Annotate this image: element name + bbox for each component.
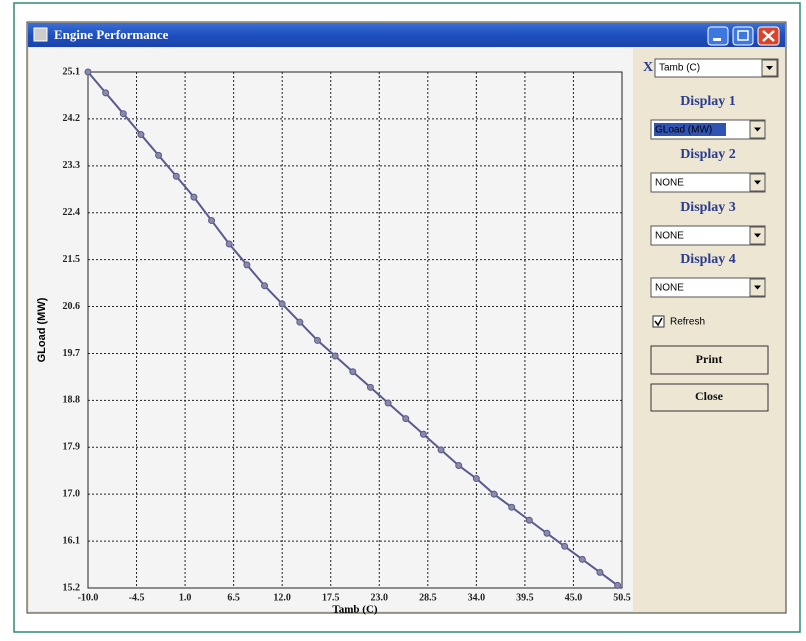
x-tick-label: 12.0 [273,592,291,603]
data-point [525,516,533,524]
y-tick-label: 19.7 [63,348,81,359]
x-tick-label: 45.0 [565,592,583,603]
maximize-button[interactable] [732,26,754,46]
display-label: Display 2 [680,147,736,162]
title-bar [28,23,785,47]
display-label: Display 4 [680,252,736,267]
selection-highlight [654,123,726,136]
x-tick-label: 28.5 [419,592,437,603]
data-point [102,89,110,97]
data-point [508,503,516,511]
data-point [402,415,410,423]
y-tick-label: 16.1 [63,535,81,546]
y-tick-label: 18.8 [63,395,81,406]
data-point [419,430,427,438]
refresh-checkbox[interactable] [652,315,665,328]
data-point [614,581,622,589]
y-tick-label: 21.5 [63,254,81,265]
data-point [172,172,180,180]
x-tick-label: -10.0 [78,592,99,603]
x-tick-label: 1.0 [179,592,192,603]
y-tick-label: 20.6 [63,301,81,312]
data-point [243,261,251,269]
data-point [119,110,127,118]
data-point [296,318,304,326]
display-label: Display 1 [680,94,736,109]
data-point [84,68,92,76]
data-point [455,462,463,470]
data-point [349,368,357,376]
minimize-button[interactable] [707,26,729,46]
close-icon [762,30,775,42]
data-point [596,568,604,576]
x-tick-label: 50.5 [613,592,631,603]
x-tick-label: -4.5 [129,592,145,603]
x-tick-label: 17.5 [322,592,340,603]
data-point [366,383,374,391]
data-point [313,336,321,344]
data-point [490,490,498,498]
x-tick-label: 6.5 [227,592,240,603]
data-point [331,352,339,360]
refresh-label: Refresh [670,317,705,328]
data-point [437,446,445,454]
x-select[interactable] [654,58,779,78]
display-label: Display 3 [680,200,736,215]
x-label: X [643,60,653,75]
x-axis-label: Tamb (C) [332,604,377,616]
data-point [137,131,145,139]
check-mark [654,317,663,327]
y-tick-label: 15.2 [63,582,81,593]
data-point [561,542,569,550]
display-select-value: NONE [655,231,684,242]
display-select-value: NONE [655,178,684,189]
x-tick-label: 34.0 [468,592,486,603]
data-point [261,282,269,290]
y-tick-label: 24.2 [63,113,81,124]
data-point [472,475,480,483]
y-tick-label: 17.0 [63,488,81,499]
dropdown-arrow [754,233,761,238]
dropdown-arrow [754,285,761,290]
data-point [225,240,233,248]
window-icon [33,27,48,42]
x-tick-label: 23.0 [371,592,389,603]
y-tick-label: 23.3 [63,160,81,171]
y-axis-label: GLoad (MW) [36,297,48,362]
print-button[interactable] [650,345,769,375]
x-select-value: Tamb (C) [659,63,700,74]
close-label: Close [695,389,724,403]
print-label: Print [696,352,723,366]
data-point [155,151,163,159]
data-point [384,399,392,407]
data-point [208,217,216,225]
data-point [190,193,198,201]
dropdown-arrow [766,66,773,70]
frame [13,2,801,633]
maximize-icon [737,30,749,41]
data-point [578,555,586,563]
x-tick-label: 39.5 [516,592,534,603]
close-button[interactable] [650,383,769,412]
dropdown-arrow [754,180,761,185]
minimize-icon [713,38,721,41]
data-point [543,529,551,537]
display-select-value: GLoad (MW) [655,125,712,136]
y-tick-label: 22.4 [63,207,81,218]
dropdown-arrow [754,127,761,132]
y-tick-label: 25.1 [63,66,81,77]
window-title: Engine Performance [54,27,169,42]
display-select-value: NONE [655,283,684,294]
y-tick-label: 17.9 [63,442,81,453]
data-point [278,300,286,308]
plot-border [87,71,623,589]
